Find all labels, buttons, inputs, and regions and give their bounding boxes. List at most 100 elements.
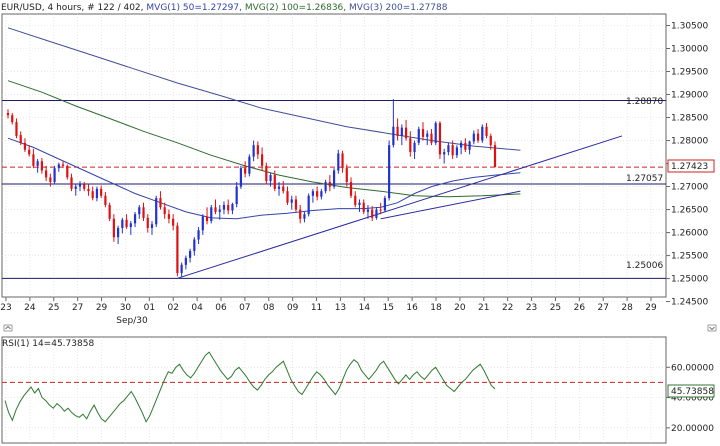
- candle-body: [32, 154, 34, 166]
- price-tick-label: 1.28000: [671, 137, 708, 147]
- time-tick-label: 27: [72, 303, 83, 313]
- price-tick-label: 1.25000: [671, 275, 708, 285]
- candle-body: [155, 198, 157, 224]
- price-tick-label: 1.28500: [671, 114, 708, 124]
- candle-body: [291, 199, 293, 202]
- candle: [439, 121, 441, 159]
- candle-body: [350, 182, 352, 196]
- time-tick-label: 01: [144, 303, 155, 313]
- panel-expand-icon[interactable]: [708, 325, 716, 331]
- candle-body: [134, 214, 136, 223]
- candle-body: [443, 152, 445, 154]
- candle-body: [316, 191, 318, 197]
- candle: [265, 163, 267, 185]
- time-tick-label: 06: [215, 303, 227, 313]
- ma2-label: MVG(2) 100=1.26836,: [245, 3, 346, 13]
- candle-body: [468, 141, 470, 149]
- time-tick-label: 20: [454, 303, 466, 313]
- candle-body: [278, 187, 280, 189]
- candle-body: [197, 230, 199, 239]
- candle-body: [401, 128, 403, 136]
- candle-body: [138, 207, 140, 214]
- candle: [240, 166, 242, 189]
- candle-body: [308, 196, 310, 214]
- candle-body: [66, 166, 68, 178]
- price-tick-label: 1.26500: [671, 206, 708, 216]
- candle-body: [282, 187, 284, 192]
- candle-body: [257, 145, 259, 154]
- candle-body: [460, 143, 462, 148]
- candle-body: [185, 258, 187, 265]
- symbol-label: EUR/USD: [1, 3, 42, 13]
- candle: [435, 121, 437, 145]
- candle-body: [125, 220, 127, 227]
- candle-body: [70, 177, 72, 189]
- candle-body: [426, 134, 428, 137]
- price-tick-label: 1.25500: [671, 252, 708, 262]
- candle-body: [286, 191, 288, 203]
- price-tick-label: 1.29500: [671, 68, 708, 78]
- candle: [248, 154, 250, 176]
- candle-body: [380, 210, 382, 211]
- candle-body: [240, 168, 242, 186]
- candle-body: [96, 189, 98, 198]
- candle-body: [430, 134, 432, 143]
- candle: [53, 166, 55, 184]
- time-tick-label: 29: [96, 303, 108, 313]
- candle-body: [28, 150, 30, 155]
- candle: [481, 124, 483, 142]
- ma1-label: MVG(1) 50=1.27297,: [146, 3, 242, 13]
- candle-body: [231, 204, 233, 210]
- candle-body: [371, 210, 373, 218]
- time-tick-label: 30: [120, 303, 132, 313]
- candle-body: [79, 184, 81, 186]
- candle-body: [447, 145, 449, 152]
- candle-body: [193, 239, 195, 251]
- time-tick-label: 27: [597, 303, 608, 313]
- candle-body: [24, 143, 26, 150]
- candle-body: [265, 166, 267, 181]
- ma3-label: MVG(3) 200=1.27788: [349, 3, 448, 13]
- candle-body: [58, 164, 60, 168]
- candle-body: [413, 143, 415, 152]
- time-tick-label: 15: [382, 303, 393, 313]
- candle-body: [375, 210, 377, 218]
- candle-body: [41, 161, 43, 170]
- candle: [494, 141, 496, 167]
- candle-body: [337, 153, 339, 170]
- time-tick-label: 23: [526, 303, 537, 313]
- candle-body: [299, 210, 301, 219]
- candle-body: [274, 175, 276, 189]
- time-tick-label: 21: [478, 303, 489, 313]
- candle-body: [172, 219, 174, 226]
- candle-body: [494, 145, 496, 167]
- candle: [388, 141, 390, 201]
- candle: [384, 196, 386, 212]
- candle-body: [83, 184, 85, 189]
- time-tick-label: 08: [263, 303, 275, 313]
- time-tick-label: 24: [24, 303, 36, 313]
- time-tick-label: 14: [359, 303, 371, 313]
- panel-collapse-icon[interactable]: [4, 325, 12, 331]
- candle-body: [104, 196, 106, 205]
- candle-body: [341, 153, 343, 168]
- candle-body: [20, 135, 22, 143]
- candle-body: [202, 216, 204, 230]
- candle: [109, 203, 111, 221]
- time-tick-label: 25: [48, 303, 59, 313]
- candle-body: [45, 170, 47, 177]
- rsi-current-label: 45.73858: [671, 387, 714, 397]
- level-label-high: 1.28870: [626, 97, 663, 107]
- candle-body: [206, 216, 208, 221]
- candle-body: [418, 129, 420, 143]
- candle-body: [214, 207, 216, 212]
- candle-body: [261, 154, 263, 166]
- candle-body: [320, 191, 322, 197]
- price-tick-label: 1.30000: [671, 45, 708, 55]
- rsi-panel: 60.0000040.0000020.00000: [2, 337, 714, 443]
- level-label-mid: 1.27057: [626, 174, 663, 184]
- candle-body: [117, 228, 119, 237]
- candle-body: [295, 199, 297, 209]
- candle-body: [227, 205, 229, 211]
- price-tick-label: 1.30500: [671, 22, 708, 32]
